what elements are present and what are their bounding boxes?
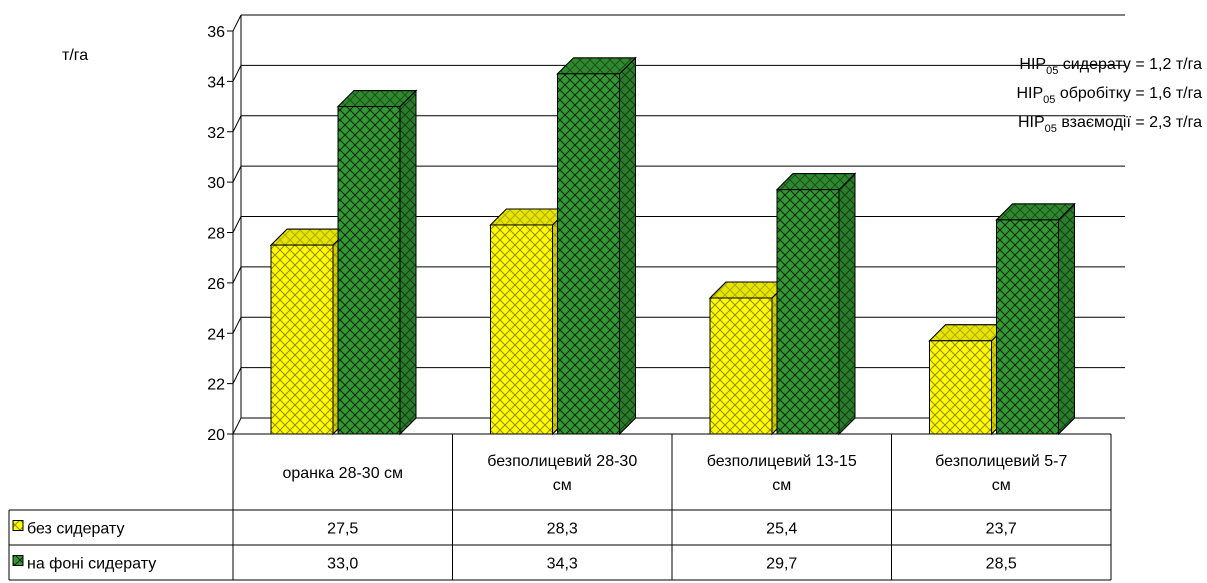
- table-value-1-1: 34,3: [547, 556, 578, 573]
- bar-0-2: [708, 280, 790, 436]
- table-value-1-0: 33,0: [327, 556, 358, 573]
- table-value-0-3: 23,7: [986, 521, 1017, 538]
- grid-diag-6: [232, 115, 242, 132]
- bar-front-1-2: [776, 189, 840, 435]
- bar-front-0-2: [709, 297, 773, 435]
- bar-side-pattern-1-0: [399, 89, 417, 436]
- bar-side-pattern-1-1: [619, 56, 636, 436]
- category-label-3-1: см: [992, 477, 1011, 494]
- annotation-post-0: сидерату = 1,2 т/га: [1058, 56, 1202, 73]
- annotation-post-1: обробітку = 1,6 т/га: [1055, 85, 1202, 102]
- bar-front-1-1: [557, 73, 620, 435]
- bar-1-2: [775, 172, 857, 436]
- bar-1-3: [995, 202, 1076, 436]
- annotation-sub-0: 05: [1046, 65, 1058, 77]
- legend-key-pattern-0: [12, 520, 24, 531]
- y-tick-label-2: 24: [207, 326, 225, 343]
- grid-diag-7: [232, 65, 242, 82]
- y-tick-label-7: 34: [207, 74, 225, 91]
- y-tick-label-4: 28: [207, 226, 225, 243]
- annotation-pre-0: НІР: [1019, 56, 1046, 73]
- category-label-2-0: безполицевий 13-15: [707, 453, 857, 470]
- grid-diag-5: [232, 165, 242, 183]
- bar-front-1-3: [996, 219, 1059, 435]
- grid-diag-3: [232, 266, 242, 284]
- bar-1-1: [556, 56, 637, 436]
- annotation-0: НІР05 сидерату = 1,2 т/га: [1019, 56, 1202, 77]
- category-label-3-0: безполицевий 5-7: [935, 453, 1067, 470]
- y-tick-label-3: 26: [207, 276, 225, 293]
- y-axis: 20 22 24 26 28 30 32 34 36: [207, 15, 242, 444]
- category-label-1-1: см: [553, 477, 572, 494]
- bar-front-0-3: [929, 340, 992, 435]
- table-value-1-2: 29,7: [766, 556, 797, 573]
- grid-diag-1: [232, 367, 242, 384]
- annotation-2: НІР05 взаємодії = 2,3 т/га: [1018, 114, 1202, 135]
- y-axis-label: т/га: [62, 47, 88, 64]
- bar-1-0: [336, 89, 418, 436]
- y-tick-label-6: 32: [207, 125, 225, 142]
- category-label-1-0: безполицевий 28-30: [487, 453, 637, 470]
- grid-diag-0: [232, 417, 242, 435]
- bar-front-0-0: [270, 244, 334, 435]
- table-value-0-0: 27,5: [327, 521, 358, 538]
- annotation-pre-1: НІР: [1016, 85, 1043, 102]
- bar-side-pattern-1-3: [1058, 202, 1075, 436]
- table-value-1-3: 28,5: [986, 556, 1017, 573]
- data-table: оранка 28-30 см безполицевий 28-30 см безпо…: [8, 433, 1112, 581]
- bar-front-1-0: [337, 106, 401, 435]
- y-tick-label-0: 20: [207, 427, 225, 444]
- bar-0-1: [489, 207, 570, 436]
- grid-diag-2: [232, 317, 242, 334]
- annotation-sub-2: 05: [1045, 123, 1057, 135]
- legend-label-0: без сидерату: [27, 521, 124, 538]
- bar-0-0: [269, 227, 351, 436]
- table-value-0-2: 25,4: [766, 521, 797, 538]
- annotation-pre-2: НІР: [1018, 114, 1045, 131]
- y-tick-label-8: 36: [207, 24, 225, 41]
- legend-key-pattern-1: [12, 555, 24, 566]
- category-label-0-0: оранка 28-30 см: [282, 465, 403, 482]
- y-tick-label-5: 30: [207, 175, 225, 192]
- bars: [269, 56, 1076, 436]
- category-label-2-1: см: [772, 477, 791, 494]
- annotation-post-2: взаємодії = 2,3 т/га: [1057, 114, 1202, 131]
- annotation-sub-1: 05: [1043, 94, 1055, 106]
- table-value-0-1: 28,3: [547, 521, 578, 538]
- y-tick-label-1: 22: [207, 377, 225, 394]
- grid-diag-8: [232, 14, 242, 32]
- annotation-1: НІР05 обробітку = 1,6 т/га: [1016, 85, 1202, 106]
- grid-diag-4: [232, 216, 242, 233]
- bar-0-3: [928, 323, 1009, 436]
- legend-label-1: на фоні сидерату: [27, 556, 156, 573]
- bar-front-0-1: [490, 224, 553, 435]
- bar-side-pattern-1-2: [838, 172, 856, 436]
